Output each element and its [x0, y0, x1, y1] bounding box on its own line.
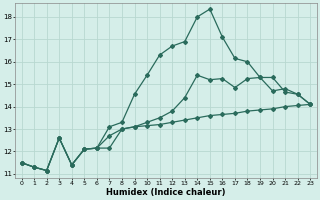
X-axis label: Humidex (Indice chaleur): Humidex (Indice chaleur)	[106, 188, 226, 197]
